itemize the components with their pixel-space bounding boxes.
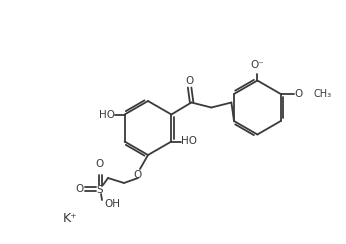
Text: CH₃: CH₃	[314, 89, 332, 99]
Text: HO: HO	[99, 110, 115, 120]
Text: HO: HO	[181, 136, 197, 146]
Text: O⁻: O⁻	[251, 61, 264, 71]
Text: O: O	[133, 170, 141, 180]
Text: O: O	[75, 184, 83, 194]
Text: O: O	[185, 77, 193, 87]
Text: S: S	[97, 185, 103, 195]
Text: K⁺: K⁺	[63, 212, 78, 224]
Text: O: O	[96, 159, 104, 169]
Text: OH: OH	[104, 199, 120, 209]
Text: O: O	[295, 89, 303, 99]
